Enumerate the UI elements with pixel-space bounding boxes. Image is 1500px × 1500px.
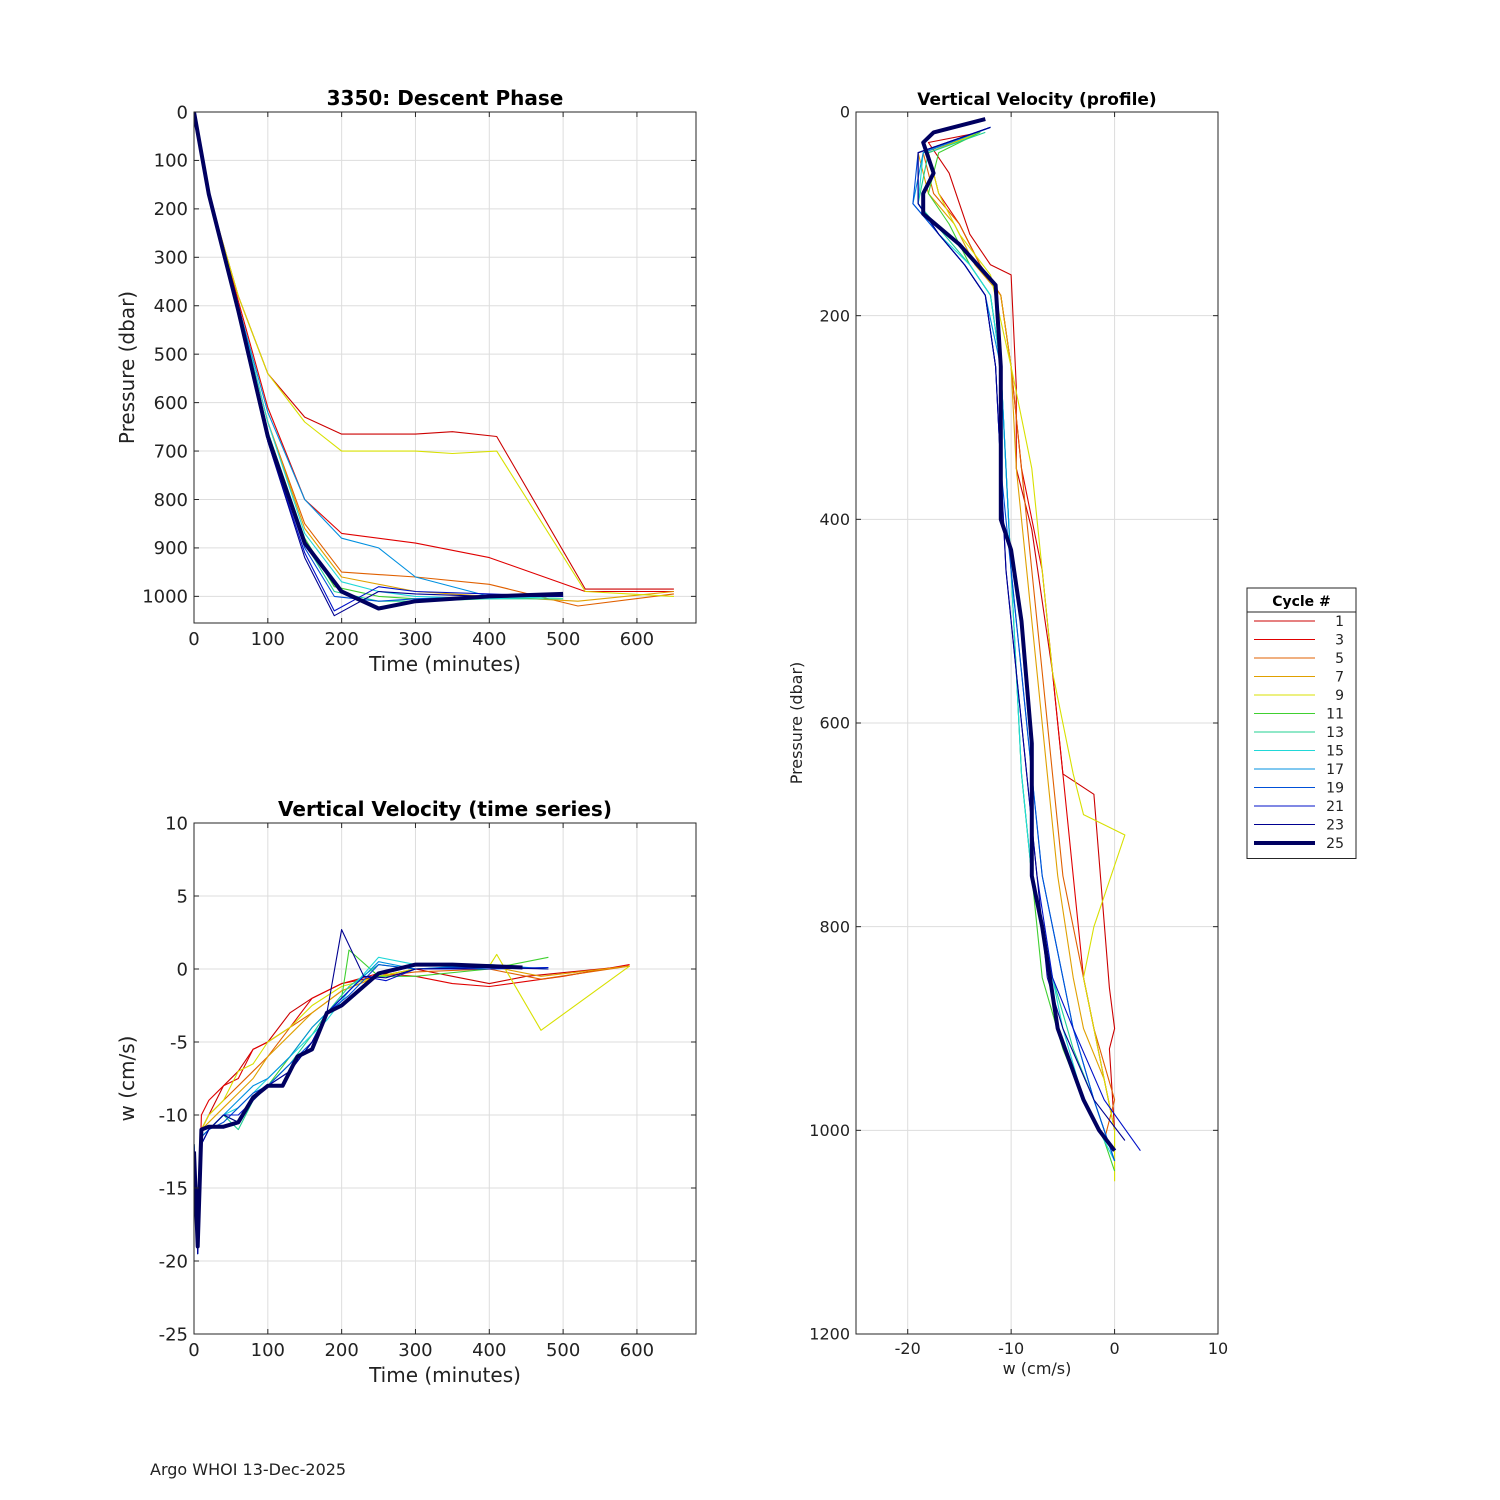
descent-x-tick-label: 400 xyxy=(472,629,506,650)
profile-y-tick-label: 1000 xyxy=(809,1121,850,1140)
descent-series-line-cycle-25 xyxy=(194,112,564,611)
legend-label-cycle-13: 13 xyxy=(1326,725,1344,741)
descent-x-tick-label: 500 xyxy=(546,629,580,650)
timeseries-y-tick-label: 10 xyxy=(165,813,188,834)
timeseries-y-tick-label: -25 xyxy=(159,1324,188,1345)
descent-y-tick-label: 600 xyxy=(154,393,188,414)
profile-y-tick-label: 200 xyxy=(819,306,850,325)
timeseries-chart: 0 100 200 300 400 500 600 10 5 0 -5 -10 -15 -20 -25 Ver… xyxy=(115,797,697,1387)
timeseries-y-tick-label: 0 xyxy=(177,959,188,980)
timeseries-x-tick-label: 600 xyxy=(620,1340,654,1361)
profile-y-tick-label: 600 xyxy=(819,714,850,733)
descent-y-tick-label: 0 xyxy=(177,102,188,123)
profile-series-group xyxy=(912,117,1141,1182)
profile-series-line-cycle-19 xyxy=(912,126,1116,1162)
legend-label-cycle-11: 11 xyxy=(1326,707,1344,723)
legend-label-cycle-25: 25 xyxy=(1326,836,1344,852)
legend-label-cycle-7: 7 xyxy=(1335,670,1344,686)
descent-y-tick-label: 200 xyxy=(154,199,188,220)
descent-y-tick-label: 400 xyxy=(154,296,188,317)
timeseries-x-tick-label: 300 xyxy=(398,1340,432,1361)
descent-x-tick-label: 100 xyxy=(251,629,285,650)
descent-y-tick-label: 1000 xyxy=(142,587,188,608)
legend-box xyxy=(1246,587,1357,859)
descent-plot-area xyxy=(194,112,696,623)
descent-x-tick-label: 0 xyxy=(188,629,199,650)
profile-series-line-cycle-7 xyxy=(917,131,1116,1131)
timeseries-x-tick-label: 0 xyxy=(188,1340,199,1361)
timeseries-axes-box xyxy=(193,822,697,1335)
descent-x-axis-label: Time (minutes) xyxy=(368,652,521,676)
descent-y-tick-label: 900 xyxy=(154,538,188,559)
descent-x-tick-label: 300 xyxy=(398,629,432,650)
timeseries-y-tick-label: -10 xyxy=(159,1105,188,1126)
profile-title: Vertical Velocity (profile) xyxy=(917,90,1156,110)
descent-series-group xyxy=(194,112,674,617)
descent-x-tick-label: 200 xyxy=(324,629,358,650)
timeseries-y-tick-label: 5 xyxy=(177,886,188,907)
legend-title: Cycle # xyxy=(1272,594,1331,610)
timeseries-series-line-cycle-19 xyxy=(194,964,549,1247)
legend-label-cycle-17: 17 xyxy=(1326,762,1344,778)
timeseries-x-tick-label: 200 xyxy=(324,1340,358,1361)
profile-y-tick-label: 400 xyxy=(819,510,850,529)
profile-x-tick-label: -20 xyxy=(895,1339,921,1358)
timeseries-x-tick-label: 500 xyxy=(546,1340,580,1361)
profile-y-tick-label: 1200 xyxy=(809,1325,850,1344)
descent-chart: 0 100 200 300 400 500 600 0 100 200 300 400 500 600 70… xyxy=(115,86,697,676)
profile-series-line-cycle-25 xyxy=(921,117,1117,1152)
timeseries-y-tick-label: -15 xyxy=(159,1178,188,1199)
timeseries-plot-area xyxy=(194,823,696,1334)
timeseries-series-line-cycle-9 xyxy=(194,953,630,1233)
profile-y-tick-label: 0 xyxy=(840,103,850,122)
descent-y-tick-label: 300 xyxy=(154,248,188,269)
profile-x-tick-label: -10 xyxy=(998,1339,1024,1358)
legend-label-cycle-15: 15 xyxy=(1326,744,1344,760)
legend-label-cycle-5: 5 xyxy=(1335,651,1344,667)
timeseries-title: Vertical Velocity (time series) xyxy=(278,797,612,821)
profile-x-axis-label: w (cm/s) xyxy=(1003,1359,1072,1378)
timeseries-x-tick-label: 400 xyxy=(472,1340,506,1361)
profile-x-tick-label: 10 xyxy=(1208,1339,1228,1358)
legend-label-cycle-21: 21 xyxy=(1326,799,1344,815)
timeseries-x-tick-label: 100 xyxy=(251,1340,285,1361)
footer-text: Argo WHOI 13-Dec-2025 xyxy=(150,1460,347,1479)
legend-label-cycle-3: 3 xyxy=(1335,633,1344,649)
descent-y-tick-label: 800 xyxy=(154,490,188,511)
timeseries-y-axis-label: w (cm/s) xyxy=(115,1036,139,1122)
descent-y-tick-label: 700 xyxy=(154,441,188,462)
descent-y-axis-label: Pressure (dbar) xyxy=(115,291,139,444)
legend-label-cycle-1: 1 xyxy=(1335,614,1344,630)
timeseries-y-tick-label: -5 xyxy=(170,1032,188,1053)
legend-label-cycle-23: 23 xyxy=(1326,818,1344,834)
timeseries-series-group xyxy=(194,929,630,1255)
descent-x-tick-label: 600 xyxy=(620,629,654,650)
profile-x-tick-label: 0 xyxy=(1109,1339,1119,1358)
timeseries-y-tick-label: -20 xyxy=(159,1251,188,1272)
descent-title: 3350: Descent Phase xyxy=(327,86,564,110)
descent-axes-box xyxy=(193,111,697,624)
legend-label-cycle-19: 19 xyxy=(1326,781,1344,797)
timeseries-x-axis-label: Time (minutes) xyxy=(368,1363,521,1387)
descent-series-line-cycle-9 xyxy=(194,112,674,597)
timeseries-series-line-cycle-25 xyxy=(194,962,523,1249)
profile-series-line-cycle-9 xyxy=(927,131,1126,1182)
profile-y-axis-label: Pressure (dbar) xyxy=(787,662,806,785)
descent-y-tick-label: 100 xyxy=(154,151,188,172)
profile-y-tick-label: 800 xyxy=(819,917,850,936)
descent-y-tick-label: 500 xyxy=(154,344,188,365)
legend-label-cycle-9: 9 xyxy=(1335,688,1344,704)
